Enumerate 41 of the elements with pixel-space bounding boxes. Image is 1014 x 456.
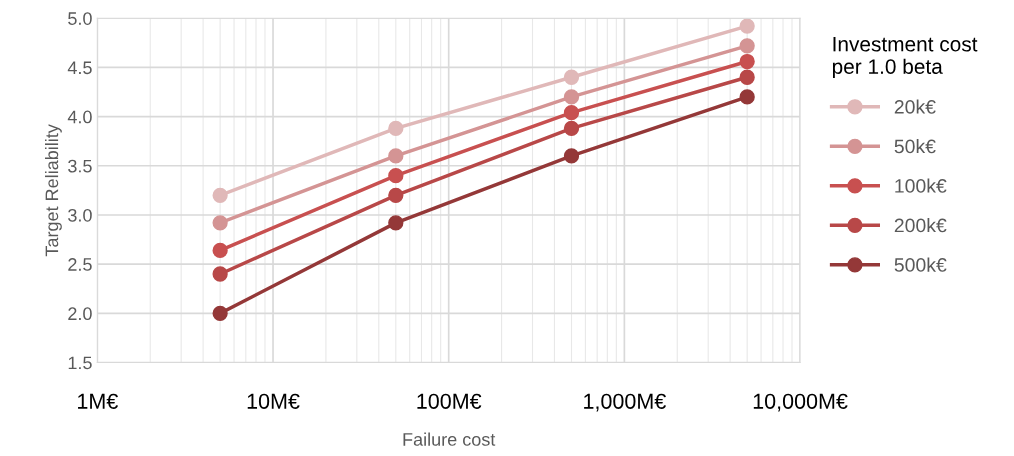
x-tick-label: 1,000M€	[584, 393, 666, 412]
point	[388, 148, 404, 164]
y-tick-label: 2.0	[68, 307, 92, 321]
point	[388, 187, 404, 203]
legend-label: 20k€	[894, 99, 936, 114]
y-tick-label: 3.0	[68, 208, 92, 222]
point	[212, 187, 228, 203]
y-tick-label: 4.5	[67, 61, 92, 75]
point	[563, 120, 580, 137]
x-tick-label: 100M€	[417, 393, 482, 409]
point	[563, 105, 580, 121]
point	[212, 266, 228, 282]
point	[212, 305, 228, 321]
point	[563, 148, 580, 164]
point	[563, 69, 580, 85]
y-tick-label: 4.0	[67, 110, 92, 124]
y-axis-title: Target Reliability	[45, 124, 62, 257]
x-tick-label: 10,000M€	[753, 393, 848, 412]
point	[212, 215, 228, 231]
x-tick-label: 1M€	[78, 393, 118, 409]
point	[739, 38, 755, 54]
point	[739, 53, 755, 70]
y-tick-label: 2.5	[68, 258, 92, 271]
point	[388, 167, 404, 184]
x-tick-label: 10M€	[247, 393, 300, 409]
y-tick-label: 5.0	[68, 12, 92, 25]
point	[212, 242, 228, 259]
point	[563, 89, 580, 105]
y-tick-label: 1.5	[68, 356, 92, 370]
legend-label: 500k€	[894, 257, 947, 272]
point	[739, 89, 755, 105]
legend-label: 50k€	[894, 139, 936, 154]
x-axis-title: Failure cost	[403, 432, 496, 446]
y-tick-label: 3.5	[68, 159, 92, 173]
legend-label: 100k€	[895, 178, 947, 193]
point	[739, 18, 755, 34]
legend-label: 200k€	[894, 218, 947, 233]
point	[388, 215, 404, 231]
point	[739, 69, 755, 85]
point	[388, 120, 404, 137]
legend-title: Investment cost per 1.0 beta	[832, 37, 978, 79]
